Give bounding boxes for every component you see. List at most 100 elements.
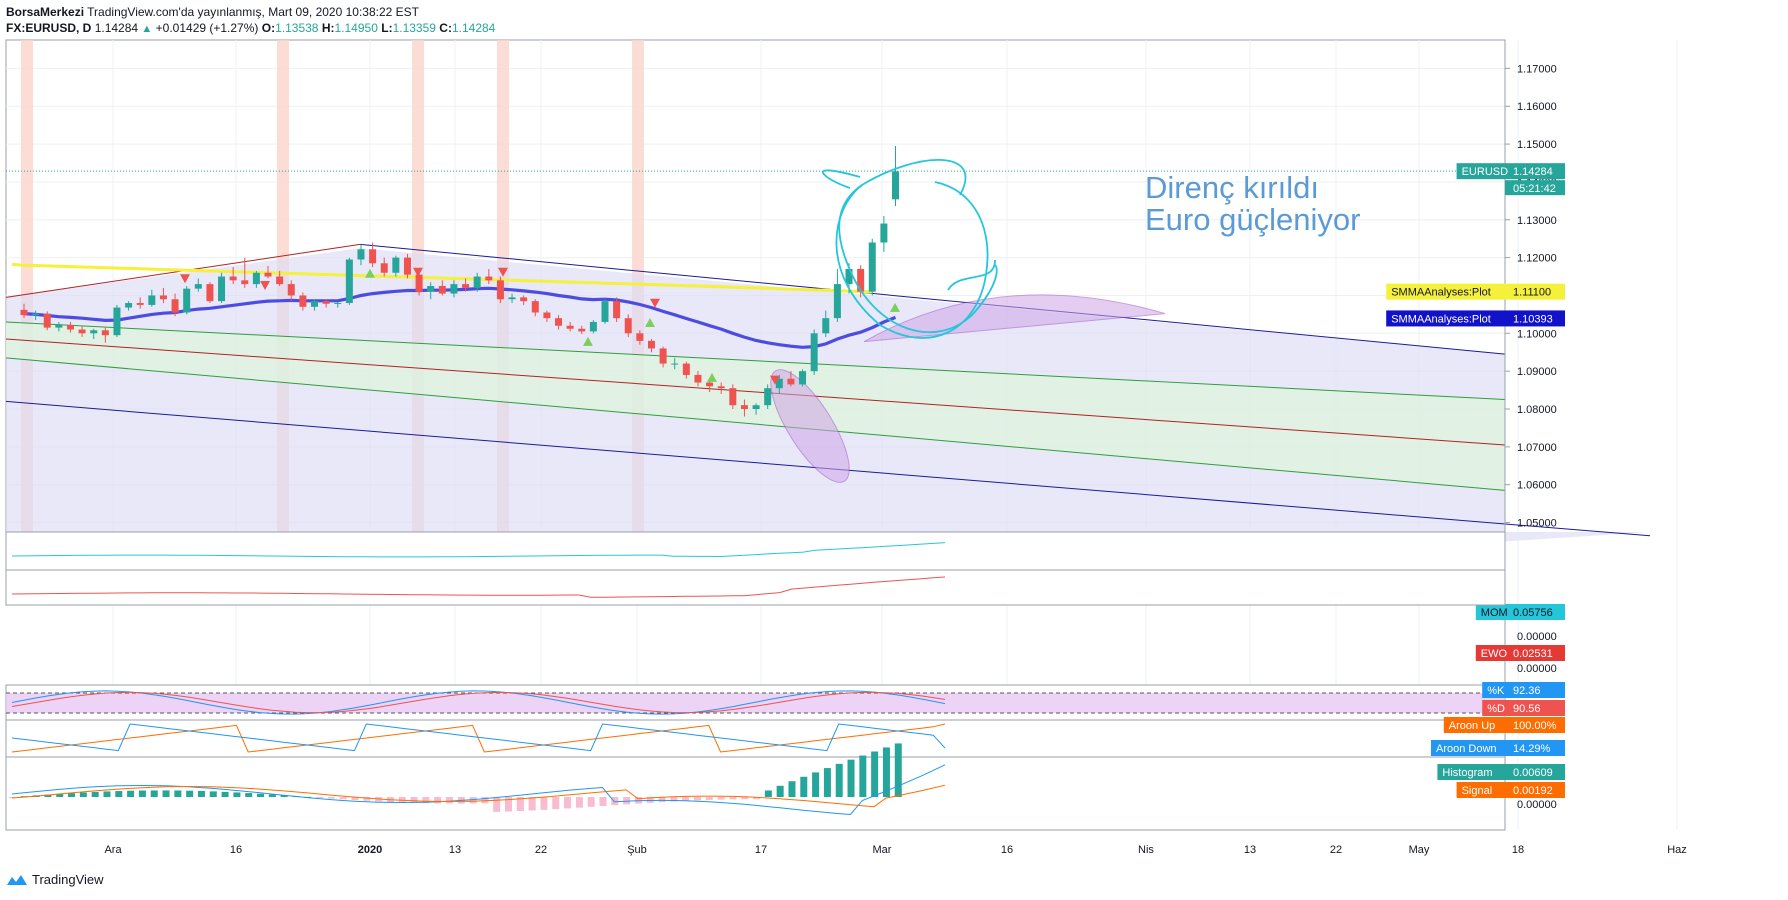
candle: [462, 278, 470, 292]
candle-body: [299, 295, 307, 307]
eurusd-price-tag-label-bg: [1456, 163, 1505, 180]
buy-signal-triangle: [365, 268, 375, 278]
candle: [775, 374, 783, 394]
aroon-up-tag-label-bg: [1443, 717, 1505, 733]
candle: [799, 369, 807, 387]
buy-signal-triangle: [890, 302, 900, 312]
histogram-bar: [871, 751, 879, 797]
histogram-bar: [705, 797, 713, 800]
candle-body: [659, 348, 667, 364]
open-value: 1.13538: [275, 21, 319, 35]
stoch-k-tag-label: %K: [1487, 685, 1505, 697]
candle-body: [822, 318, 830, 334]
histogram-bar: [434, 797, 442, 804]
histogram-bar: [422, 797, 430, 804]
buy-signal-triangle: [645, 317, 655, 327]
candle-body: [694, 374, 702, 383]
candle-body: [520, 297, 528, 302]
candle: [694, 371, 702, 387]
histogram-bar: [481, 797, 489, 804]
time-tick-label: 22: [535, 844, 547, 856]
candle-body: [496, 280, 504, 300]
candle: [682, 361, 690, 379]
mom-pane: [5, 531, 1506, 571]
candle: [311, 299, 318, 311]
time-tick-label: Mar: [873, 844, 892, 856]
candle: [427, 282, 435, 300]
candle-body: [148, 295, 156, 305]
aroon-down-tag-label-bg: [1431, 740, 1505, 756]
tradingview-brand[interactable]: TradingView: [6, 872, 104, 887]
candle: [892, 145, 899, 207]
candle-body: [706, 382, 714, 387]
histogram-bar: [245, 793, 253, 797]
candle: [380, 257, 388, 277]
symbol-label[interactable]: FX:EURUSD, D: [6, 21, 92, 35]
aroon-up-line: [11, 723, 946, 753]
candle-body: [276, 276, 284, 285]
time-tick-label: 17: [755, 844, 767, 856]
histogram-bar: [516, 797, 524, 812]
histogram-bar: [327, 797, 335, 799]
price-change: +0.01429 (+1.27%): [155, 21, 259, 35]
candle-body: [66, 324, 74, 330]
candle: [880, 215, 888, 252]
candle-body: [194, 284, 202, 289]
countdown-bg: [1505, 180, 1565, 196]
publisher-name[interactable]: BorsaMerkezi: [6, 5, 85, 19]
histogram-bar: [44, 794, 52, 797]
smma-blue-tag-label-bg: [1386, 310, 1505, 327]
candle-body: [740, 405, 748, 409]
candle: [810, 329, 818, 375]
candle-body: [241, 280, 249, 285]
candle: [438, 280, 446, 296]
smma-blue-tag-value-bg: [1505, 310, 1565, 327]
histogram-bar: [493, 797, 501, 812]
purple-arc: [863, 294, 1166, 343]
signal-tag-label-bg: [1456, 782, 1505, 798]
candle-body: [438, 286, 446, 294]
candle: [252, 270, 260, 288]
aroon-down-tag: [1431, 740, 1565, 756]
price-tick-label: 1.05000: [1517, 518, 1557, 530]
mom-tag-label: MOM: [1481, 607, 1508, 619]
candle: [20, 303, 28, 319]
smma-yellow-tag: [1386, 283, 1565, 300]
histogram-bar: [363, 797, 371, 801]
candle-body: [799, 371, 807, 385]
aroon-up-tag-value: 100.00%: [1513, 720, 1557, 732]
candle-body: [206, 284, 214, 302]
candle: [101, 327, 109, 343]
buy-signal-triangle: [583, 336, 593, 346]
price-tick-label: 1.10000: [1517, 328, 1557, 340]
time-tick-label: 16: [230, 844, 242, 856]
signal-tag-value: 0.00192: [1513, 785, 1553, 797]
aroon-pane: [5, 719, 1506, 758]
stoch-k-line: [11, 690, 946, 715]
candle: [334, 302, 342, 308]
smma-yellow-tag-label-bg: [1386, 283, 1505, 300]
published-text: TradingView.com'da yayınlanmış, Mart 09,…: [87, 5, 419, 19]
candle: [357, 244, 365, 266]
buy-signal-triangle: [707, 372, 717, 382]
histogram-tag-label-bg: [1437, 764, 1505, 780]
candle: [496, 276, 504, 304]
candle-body: [136, 303, 144, 305]
candle-body: [43, 313, 51, 328]
histogram-bar: [103, 791, 111, 797]
candle: [43, 311, 51, 331]
candle: [868, 238, 876, 296]
histogram-tag: [1437, 764, 1565, 780]
candle-body: [473, 276, 481, 288]
mom-tag-value-bg: [1505, 604, 1565, 620]
candle: [206, 282, 214, 304]
time-tick-label: 13: [449, 844, 461, 856]
price-tick-label: 1.13000: [1517, 215, 1557, 227]
aroon-up-tag-value-bg: [1505, 717, 1565, 733]
candle: [90, 328, 98, 339]
stoch-d-tag-label: %D: [1487, 703, 1505, 715]
candle: [66, 321, 74, 333]
channel-upper-green-line: [5, 321, 1506, 401]
ewo-tag-label-bg: [1475, 645, 1505, 661]
